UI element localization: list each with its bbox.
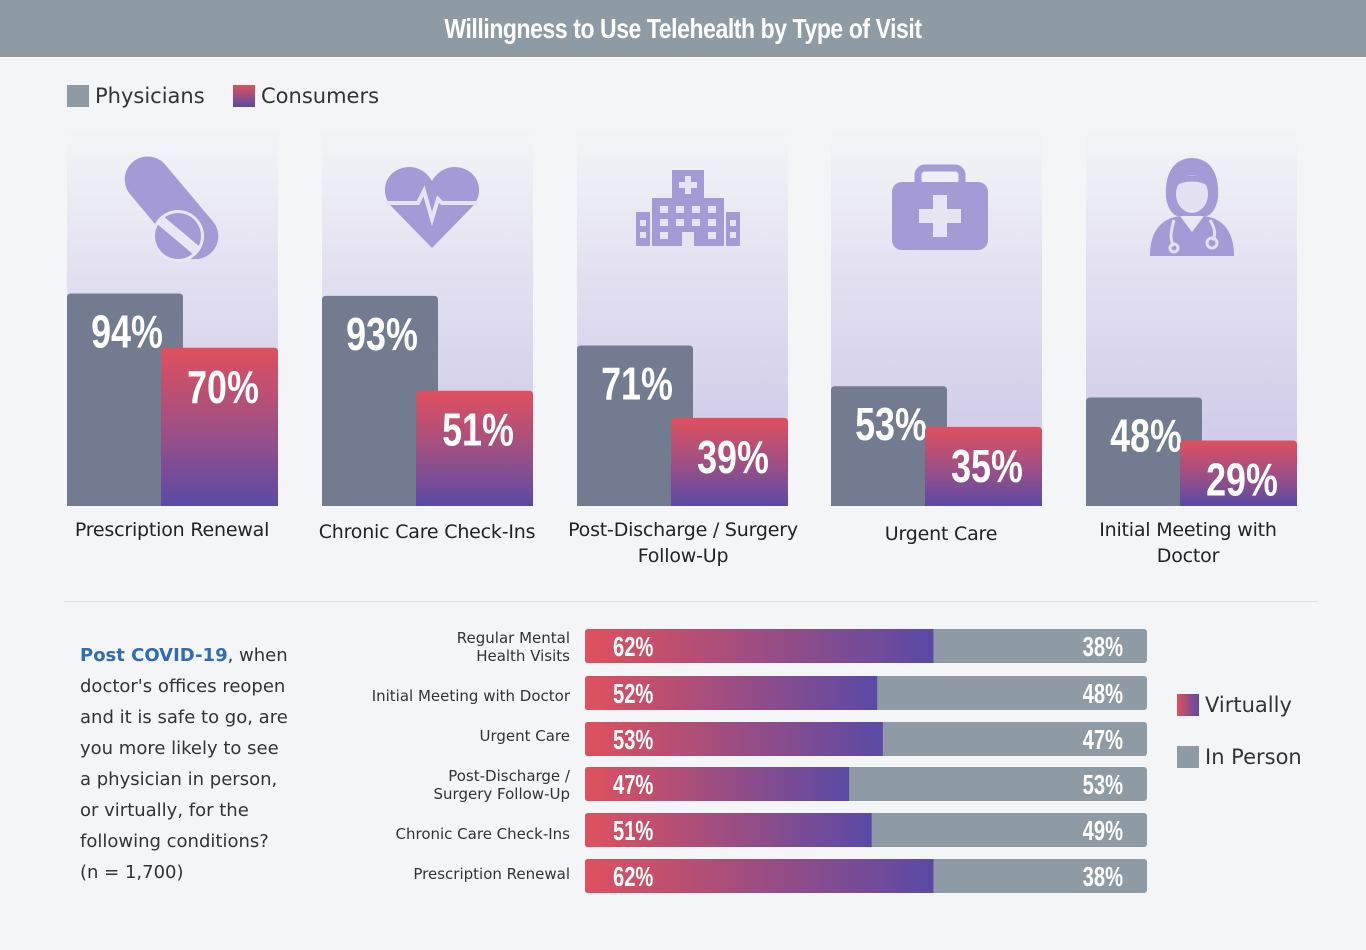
category-label-chronic-care: Chronic Care Check-Ins: [318, 521, 536, 543]
chart-title: Willingness to Use Telehealth by Type of…: [444, 12, 922, 44]
heartbeat-icon: [384, 167, 480, 248]
bar-in-person-chronic-care-check-ins: [585, 813, 1147, 847]
category-label-urgent-care: Urgent Care: [884, 523, 998, 545]
medical-kit-icon: [892, 164, 988, 250]
value-label-in-person-chronic-care-check-ins: 49%: [1083, 816, 1124, 847]
legend-physicians: Physicians: [67, 84, 205, 108]
bar-in-person-regular-mental-health-visits: [585, 629, 1147, 663]
value-label-virtually-prescription-renewal: 62%: [613, 862, 654, 893]
legend-consumers: Consumers: [233, 84, 379, 108]
question-sample-size: (n = 1,700): [80, 862, 184, 883]
value-label-in-person-initial-meeting-with-doctor: 48%: [1083, 679, 1124, 710]
bar-in-person-post-discharge-surgery-follow-up: [585, 767, 1147, 801]
value-label-physicians-chronic-care-check-ins: 93%: [346, 309, 418, 360]
row-label-chronic-care: Chronic Care Check-Ins: [395, 825, 571, 843]
row-label-initial-meeting: Initial Meeting with Doctor: [371, 687, 570, 705]
value-label-virtually-post-discharge-surgery-follow-up: 47%: [613, 770, 654, 801]
bar-consumers-chronic-care-check-ins: [416, 390, 533, 506]
bar-physicians-chronic-care-check-ins: [322, 295, 438, 506]
survey-question: Post COVID-19, when doctor's offices reo…: [80, 640, 295, 888]
bar-consumers-post-discharge-surgery-follow-up: [671, 417, 788, 506]
value-label-virtually-regular-mental-health-visits: 62%: [613, 632, 654, 663]
value-label-virtually-urgent-care: 53%: [613, 725, 654, 756]
value-label-consumers-chronic-care-check-ins: 51%: [442, 404, 514, 455]
legend-swatch-in-person: [1177, 746, 1199, 768]
legend-label-consumers: Consumers: [261, 84, 380, 108]
legend-swatch-virtually: [1177, 694, 1199, 716]
vertical-bar-chart: 94% 70% 93% 51% 71% 39% 53% 35% 48% 29%: [67, 130, 1297, 506]
bar-physicians-urgent-care: [831, 386, 947, 506]
value-label-consumers-prescription-renewal: 70%: [187, 362, 259, 413]
legend-label-in-person: In Person: [1205, 745, 1302, 769]
row-label-prescription-renewal: Prescription Renewal: [413, 865, 570, 883]
bar-in-person-initial-meeting-with-doctor: [585, 676, 1147, 710]
value-label-physicians-urgent-care: 53%: [855, 399, 927, 450]
hospital-icon: [636, 170, 740, 246]
bar-virtually-initial-meeting-with-doctor: [585, 676, 878, 710]
bar-physicians-initial-meeting-with-doctor: [1086, 397, 1202, 506]
bar-virtually-urgent-care: [585, 722, 883, 756]
pill-icon: [124, 156, 219, 262]
question-text: , when doctor's offices reopen and it is…: [80, 645, 288, 852]
value-label-physicians-prescription-renewal: 94%: [91, 306, 163, 357]
bar-consumers-urgent-care: [925, 426, 1042, 506]
row-label-urgent-care: Urgent Care: [479, 727, 570, 745]
row-label-mental-health: Regular Mental Health Visits: [456, 629, 570, 665]
bar-physicians-post-discharge-surgery-follow-up: [577, 345, 693, 506]
value-label-consumers-post-discharge-surgery-follow-up: 39%: [697, 432, 769, 483]
bar-consumers-initial-meeting-with-doctor: [1180, 440, 1297, 506]
legend-label-virtually: Virtually: [1205, 693, 1292, 717]
bar-in-person-urgent-care: [585, 722, 1147, 756]
value-label-in-person-urgent-care: 47%: [1083, 725, 1124, 756]
doctor-icon: [1150, 158, 1234, 256]
legend-label-physicians: Physicians: [95, 84, 205, 108]
bar-virtually-chronic-care-check-ins: [585, 813, 872, 847]
value-label-consumers-urgent-care: 35%: [951, 441, 1023, 492]
value-label-consumers-initial-meeting-with-doctor: 29%: [1206, 454, 1278, 505]
title-bar: Willingness to Use Telehealth by Type of…: [0, 0, 1366, 57]
value-label-physicians-post-discharge-surgery-follow-up: 71%: [601, 358, 673, 409]
row-label-post-discharge: Post-Discharge / Surgery Follow-Up: [433, 767, 570, 803]
legend-swatch-physicians: [67, 85, 89, 107]
category-label-initial-meeting: Initial Meeting with Doctor: [1099, 519, 1277, 567]
value-label-in-person-prescription-renewal: 38%: [1083, 862, 1124, 893]
value-label-virtually-chronic-care-check-ins: 51%: [613, 816, 654, 847]
value-label-virtually-initial-meeting-with-doctor: 52%: [613, 679, 654, 710]
value-label-physicians-initial-meeting-with-doctor: 48%: [1110, 410, 1182, 461]
legend-swatch-consumers: [233, 85, 255, 107]
legend-virtually: Virtually: [1177, 693, 1292, 717]
question-highlight: Post COVID-19: [80, 645, 228, 666]
bar-virtually-post-discharge-surgery-follow-up: [585, 767, 850, 801]
section-divider: [64, 601, 1318, 602]
bar-virtually-regular-mental-health-visits: [585, 629, 934, 663]
value-label-in-person-regular-mental-health-visits: 38%: [1083, 632, 1124, 663]
bar-physicians-prescription-renewal: [67, 293, 183, 506]
bar-consumers-prescription-renewal: [161, 347, 278, 506]
category-label-post-discharge: Post-Discharge / Surgery Follow-Up: [568, 519, 798, 567]
bar-virtually-prescription-renewal: [585, 859, 934, 893]
legend-in-person: In Person: [1177, 745, 1302, 769]
bar-in-person-prescription-renewal: [585, 859, 1147, 893]
value-label-in-person-post-discharge-surgery-follow-up: 53%: [1083, 770, 1124, 801]
category-label-prescription-renewal: Prescription Renewal: [74, 519, 270, 541]
